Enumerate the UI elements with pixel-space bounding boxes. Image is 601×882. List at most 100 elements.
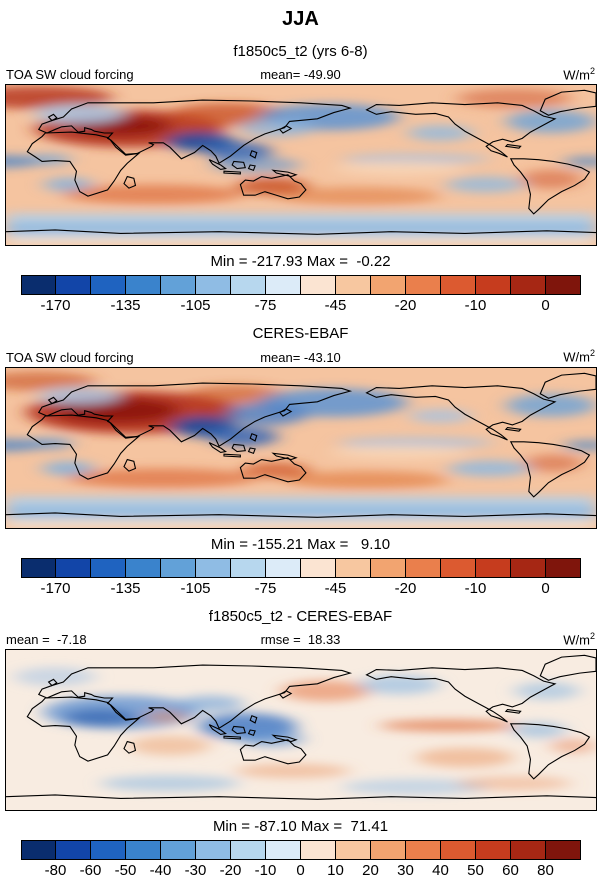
colorbar-segments bbox=[20, 557, 581, 578]
variable-label: TOA SW cloud forcing bbox=[6, 349, 134, 365]
colorbar-segment bbox=[404, 558, 440, 577]
colorbar-tick-label: 50 bbox=[467, 861, 484, 879]
mean-stat: mean = -7.18 bbox=[6, 631, 87, 647]
colorbar-segment bbox=[544, 558, 580, 577]
panel-diff: mean = -7.18 rmse = 18.33 W/m2 bbox=[0, 625, 601, 882]
colorbar-segment bbox=[369, 558, 405, 577]
colorbar-tick-label: 0 bbox=[541, 297, 550, 315]
colorbar-tick-label: -105 bbox=[180, 297, 211, 315]
colorbar-tick-label: 60 bbox=[502, 861, 519, 879]
colorbar-segment bbox=[509, 558, 545, 577]
colorbar-segment bbox=[21, 276, 56, 295]
colorbar-tick-label: -105 bbox=[180, 579, 211, 597]
colorbar-tick-label: -20 bbox=[394, 297, 417, 315]
colorbar-segment bbox=[125, 276, 161, 295]
colorbar-segment bbox=[300, 276, 335, 295]
colorbar-segment bbox=[55, 840, 91, 859]
colorbar-tick-label: 0 bbox=[541, 579, 550, 597]
colorbar-segment bbox=[334, 840, 370, 859]
variable-label: TOA SW cloud forcing bbox=[6, 67, 134, 83]
colorbar-segment bbox=[125, 558, 161, 577]
colorbar-segment bbox=[439, 840, 475, 859]
colorbar-segment bbox=[369, 840, 405, 859]
colorbar-segment bbox=[195, 276, 231, 295]
colorbar-segment bbox=[509, 840, 545, 859]
obs-section-title: CERES-EBAF bbox=[252, 325, 349, 343]
colorbar-tick-label: -135 bbox=[110, 579, 141, 597]
colorbar-tick-label: -20 bbox=[219, 861, 242, 879]
colorbar-tick-label: 40 bbox=[432, 861, 449, 879]
colorbar-segment bbox=[55, 558, 91, 577]
colorbar-tick-label: -40 bbox=[149, 861, 172, 879]
colorbar-tick-label: 20 bbox=[362, 861, 379, 879]
colorbar-tick-label: -10 bbox=[254, 861, 277, 879]
colorbar-segment bbox=[125, 840, 161, 859]
units-label: W/m2 bbox=[563, 348, 595, 365]
colorbar-segment bbox=[474, 558, 510, 577]
colorbar-tick-label: -10 bbox=[464, 579, 487, 597]
colorbar-segment bbox=[509, 276, 545, 295]
mean-stat: mean= -43.10 bbox=[260, 349, 341, 365]
colorbar-segment bbox=[544, 840, 580, 859]
colorbar-labels: -170 -135 -105 -75 -45 -20 -10 0 bbox=[21, 297, 581, 317]
colorbar-labels: -80 -60 -50 -40 -30 -20 -10 0 10 20 30 40 50 60 80 bbox=[21, 862, 581, 882]
units-label: W/m2 bbox=[563, 630, 595, 647]
map-model-swcf bbox=[4, 84, 597, 247]
map-diff-swcf bbox=[4, 648, 597, 811]
minmax-stat: Min = -87.10 Max = 71.41 bbox=[212, 817, 389, 835]
colorbar-segment bbox=[230, 840, 266, 859]
colorbar-tick-label: 0 bbox=[296, 861, 305, 879]
colorbar-segment bbox=[265, 276, 300, 295]
colorbar-segment bbox=[230, 276, 266, 295]
colorbar-segment bbox=[404, 840, 440, 859]
colorbar-segments bbox=[20, 839, 581, 860]
colorbar-segment bbox=[265, 840, 300, 859]
colorbar-segments bbox=[20, 275, 581, 296]
colorbar-segment bbox=[474, 840, 510, 859]
colorbar-tick-label: -45 bbox=[324, 297, 347, 315]
colorbar-segment bbox=[21, 558, 56, 577]
colorbar-segment bbox=[195, 558, 231, 577]
colorbar-segment bbox=[474, 276, 510, 295]
colorbar-segment bbox=[265, 558, 300, 577]
colorbar-segment bbox=[439, 276, 475, 295]
diff-section-title: f1850c5_t2 - CERES-EBAF bbox=[208, 607, 393, 625]
colorbar-segment bbox=[160, 276, 196, 295]
panel-obs: TOA SW cloud forcing mean= -43.10 W/m2 bbox=[0, 342, 601, 599]
mean-stat: mean= -49.90 bbox=[260, 67, 341, 83]
colorbar-tick-label: -50 bbox=[114, 861, 137, 879]
panel-model: TOA SW cloud forcing mean= -49.90 W/m2 bbox=[0, 60, 601, 317]
colorbar-tick-label: -20 bbox=[394, 579, 417, 597]
colorbar-segment bbox=[544, 276, 580, 295]
colorbar-segment bbox=[55, 276, 91, 295]
colorbar-segment bbox=[21, 840, 56, 859]
colorbar-segment bbox=[160, 558, 196, 577]
map-obs-swcf bbox=[4, 366, 597, 529]
colorbar-segment bbox=[300, 840, 335, 859]
panel-diff-header: mean = -7.18 rmse = 18.33 W/m2 bbox=[0, 625, 601, 649]
colorbar-tick-label: -75 bbox=[254, 579, 277, 597]
colorbar-tick-label: -10 bbox=[464, 297, 487, 315]
colorbar-segment bbox=[404, 276, 440, 295]
colorbar-tick-label: -75 bbox=[254, 297, 277, 315]
colorbar-model: -170 -135 -105 -75 -45 -20 -10 0 bbox=[20, 275, 581, 317]
colorbar-tick-label: 10 bbox=[327, 861, 344, 879]
colorbar-tick-label: -170 bbox=[40, 297, 71, 315]
panel-model-header: TOA SW cloud forcing mean= -49.90 W/m2 bbox=[0, 60, 601, 84]
colorbar-segment bbox=[90, 558, 126, 577]
colorbar-tick-label: -45 bbox=[324, 579, 347, 597]
units-label: W/m2 bbox=[563, 66, 595, 83]
colorbar-segment bbox=[195, 840, 231, 859]
figure-title: JJA bbox=[282, 8, 319, 30]
colorbar-obs: -170 -135 -105 -75 -45 -20 -10 0 bbox=[20, 557, 581, 600]
panel-obs-header: TOA SW cloud forcing mean= -43.10 W/m2 bbox=[0, 342, 601, 366]
colorbar-segment bbox=[334, 558, 370, 577]
colorbar-segment bbox=[90, 840, 126, 859]
rmse-stat: rmse = 18.33 bbox=[260, 631, 341, 647]
colorbar-tick-label: -30 bbox=[184, 861, 207, 879]
colorbar-segment bbox=[334, 276, 370, 295]
minmax-stat: Min = -155.21 Max = 9.10 bbox=[210, 535, 391, 553]
colorbar-tick-label: -170 bbox=[40, 579, 71, 597]
colorbar-labels: -170 -135 -105 -75 -45 -20 -10 0 bbox=[21, 580, 581, 600]
